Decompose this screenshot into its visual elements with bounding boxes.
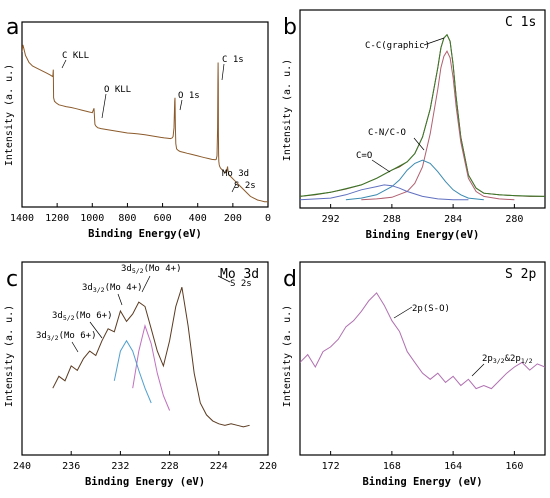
- x-tick-label: 1200: [45, 213, 69, 224]
- y-axis-label: Intensity (a. u.): [4, 305, 15, 407]
- panel-b: 292 288 284 280 Binding Energy(eV) Intensity …: [282, 9, 546, 241]
- annotation-arrow: [101, 93, 107, 119]
- annotation-label: S 2s: [230, 279, 252, 289]
- x-tick-label: 400: [189, 213, 207, 224]
- annotation-label: 2p3/2&2p1/2: [482, 354, 533, 365]
- panel-c: 240 236 232 228 224 220 Binding Energy (eV) Int…: [4, 261, 277, 488]
- y-axis-label: Intensity (a. u.): [282, 305, 293, 407]
- series-line-4: [345, 159, 484, 201]
- y-axis-label: Intensity (a. u.): [282, 59, 293, 161]
- series-line-2: [300, 33, 545, 197]
- x-tick-label: 168: [383, 461, 401, 472]
- panel-label: a: [6, 15, 19, 40]
- plot-frame: [21, 261, 269, 456]
- series-line-5: [300, 184, 469, 201]
- annotation-label: S 2s: [234, 181, 256, 191]
- annotation-label: C-N/C-O: [368, 128, 406, 138]
- x-tick-label: 200: [224, 213, 242, 224]
- panel-d: 172 168 164 160 Binding Energy (eV) Intensity…: [282, 261, 546, 488]
- annotation-label: 3d5/2(Mo 6+): [52, 311, 113, 322]
- x-tick-label: 600: [154, 213, 172, 224]
- annotation-arrow: [71, 341, 79, 353]
- x-axis-label: Binding Energy (eV): [85, 476, 205, 488]
- series-line-1: [22, 44, 268, 203]
- x-axis-label: Binding Energy (eV): [362, 476, 482, 488]
- x-tick-label: 236: [62, 461, 80, 472]
- annotation-arrow: [117, 293, 123, 306]
- annotation-arrow: [371, 159, 391, 173]
- annotation-arrow: [471, 363, 485, 377]
- series-line-1: [300, 292, 545, 390]
- x-tick-label: 1000: [80, 213, 104, 224]
- plot-frame: [21, 21, 269, 208]
- annotation-arrow: [231, 183, 237, 193]
- panel-a: 1400 1200 1000 800 600 400 200 0 Binding Energy(…: [4, 15, 271, 240]
- annotation-label: O KLL: [104, 85, 131, 95]
- y-axis-label: Intensity (a. u.): [4, 64, 15, 166]
- annotation-label: 2p(S-O): [412, 304, 450, 314]
- x-tick-label: 228: [161, 461, 179, 472]
- series-line-2: [132, 324, 171, 411]
- series-line-1: [52, 287, 250, 428]
- panel-label: b: [283, 15, 297, 40]
- x-tick-label: 800: [118, 213, 136, 224]
- annotation-label: 3d3/2(Mo 6+): [36, 331, 97, 342]
- plot-area: [22, 44, 268, 203]
- annotation-label: C 1s: [222, 55, 244, 65]
- annotation-arrow: [61, 59, 67, 69]
- x-tick-label: 1400: [10, 213, 34, 224]
- x-tick-label: 288: [383, 214, 401, 225]
- plot-area: [52, 287, 250, 428]
- x-tick-label: 172: [322, 461, 340, 472]
- annotation-label: 3d5/2(Mo 4+): [121, 264, 182, 275]
- x-tick-label: 164: [444, 461, 462, 472]
- series-line-3: [113, 339, 152, 404]
- series-line-3: [361, 50, 515, 201]
- x-tick-label: 160: [505, 461, 523, 472]
- annotation-arrow: [413, 137, 425, 151]
- x-tick-label: 224: [210, 461, 228, 472]
- annotation-arrow: [179, 99, 183, 111]
- x-tick-label: 292: [322, 214, 340, 225]
- x-tick-label: 220: [259, 461, 277, 472]
- annotation-arrow: [423, 37, 445, 46]
- x-tick-label: 284: [444, 214, 462, 225]
- annotation-arrow: [217, 275, 231, 283]
- plot-area: [300, 292, 545, 390]
- annotation-arrow: [221, 63, 225, 81]
- annotation-label: O 1s: [178, 91, 200, 101]
- x-tick-label: 280: [505, 214, 523, 225]
- x-tick-label: 240: [13, 461, 31, 472]
- annotation-label: C-C(graphic): [365, 41, 430, 51]
- panel-label: d: [283, 267, 297, 292]
- x-axis-label: Binding Energy(eV): [366, 229, 480, 241]
- annotation-label: 3d3/2(Mo 4+): [82, 283, 143, 294]
- annotation-arrow: [141, 275, 151, 293]
- x-tick-label: 232: [111, 461, 129, 472]
- series-line-1: [300, 33, 545, 197]
- annotation-label: C KLL: [62, 51, 89, 61]
- x-tick-label: 0: [265, 213, 271, 224]
- annotation-arrow: [89, 321, 103, 339]
- panel-title: Mo 3d: [220, 267, 259, 282]
- x-axis-label: Binding Energy(eV): [88, 228, 202, 240]
- panel-title: S 2p: [505, 267, 536, 282]
- annotation-arrow: [393, 306, 413, 319]
- annotation-label: C=O: [356, 151, 372, 161]
- panel-label: c: [6, 267, 18, 292]
- plot-area: [300, 33, 545, 201]
- plot-frame: [299, 9, 546, 209]
- panel-title: C 1s: [505, 15, 536, 30]
- plot-frame: [299, 261, 546, 456]
- annotation-label: Mo 3d: [222, 169, 249, 179]
